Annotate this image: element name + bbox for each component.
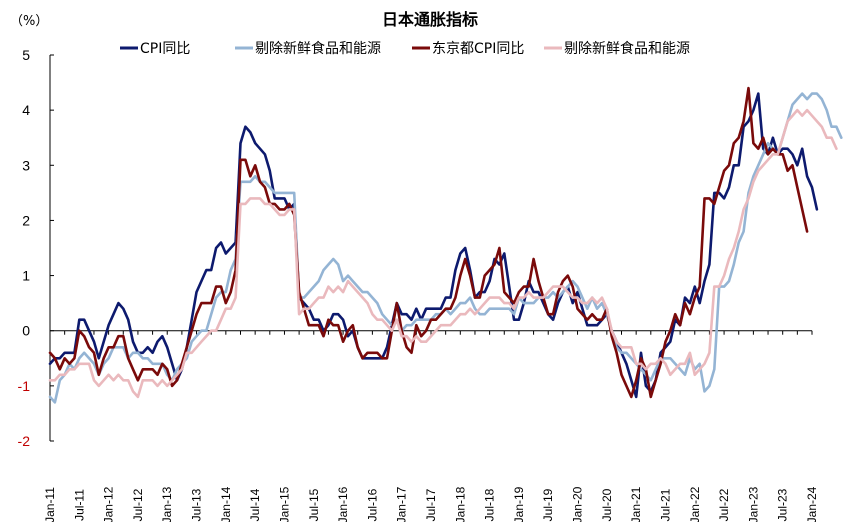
x-tick-label: Jan-12	[102, 486, 116, 522]
x-tick-label: Jan-19	[512, 486, 526, 522]
x-tick-label: Jul-13	[190, 488, 204, 521]
x-tick-label: Jul-16	[365, 488, 379, 521]
legend-label-4: 剔除新鲜食品和能源	[564, 40, 690, 57]
x-axis: Jan-11 Jul-11 Jan-12 Jul-12 Jan-13 Jul-13 Jan-…	[43, 330, 819, 522]
y-tick-label: 2	[22, 212, 30, 228]
chart-title: 日本通胀指标	[382, 10, 478, 29]
x-tick-label: Jul-17	[424, 488, 438, 521]
y-tick-label: -2	[18, 433, 31, 449]
legend-label-2: 剔除新鲜食品和能源	[255, 40, 381, 57]
legend: CPI同比 剔除新鲜食品和能源 东京都CPI同比 剔除新鲜食品和能源	[120, 40, 690, 57]
x-tick-label: Jul-22	[717, 488, 731, 521]
y-tick-label: 4	[22, 102, 30, 118]
series-line-3	[48, 86, 809, 399]
x-tick-label: Jan-13	[160, 486, 174, 522]
y-axis: -2 -1 0 1 2 3 4 5	[18, 47, 54, 449]
x-tick-label: Jan-22	[688, 486, 702, 522]
x-tick-label: Jan-21	[629, 486, 643, 522]
x-tick-label: Jul-21	[658, 488, 672, 521]
legend-label-3: 东京都CPI同比	[432, 41, 524, 57]
x-tick-label: Jul-12	[131, 488, 145, 521]
x-tick-label: Jul-19	[541, 488, 555, 521]
x-tick-label: Jul-11	[72, 489, 86, 521]
x-tick-label: Jan-24	[805, 486, 819, 522]
x-tick-label: Jul-20	[600, 488, 614, 521]
x-tick-label: Jan-23	[746, 486, 760, 522]
x-tick-label: Jul-18	[483, 488, 497, 521]
y-tick-label: 0	[22, 323, 30, 339]
y-tick-label: 3	[22, 157, 30, 173]
y-tick-label: 1	[22, 268, 30, 284]
series-layer	[48, 86, 843, 404]
y-tick-label: 5	[22, 47, 30, 63]
x-tick-label: Jul-15	[307, 488, 321, 521]
x-tick-label: Jan-14	[219, 486, 233, 522]
x-tick-label: Jan-11	[43, 487, 57, 522]
y-tick-label: -1	[18, 378, 31, 394]
x-tick-label: Jul-14	[248, 488, 262, 521]
y-axis-unit-label: （%）	[10, 14, 48, 29]
x-tick-label: Jan-16	[336, 486, 350, 522]
legend-label-1: CPI同比	[140, 41, 190, 57]
x-tick-label: Jan-17	[395, 486, 409, 522]
x-tick-label: Jan-18	[453, 486, 467, 522]
series-line-4	[48, 108, 838, 399]
x-tick-label: Jan-20	[571, 486, 585, 522]
x-tick-label: Jul-23	[776, 488, 790, 521]
x-tick-label: Jan-15	[277, 486, 291, 522]
